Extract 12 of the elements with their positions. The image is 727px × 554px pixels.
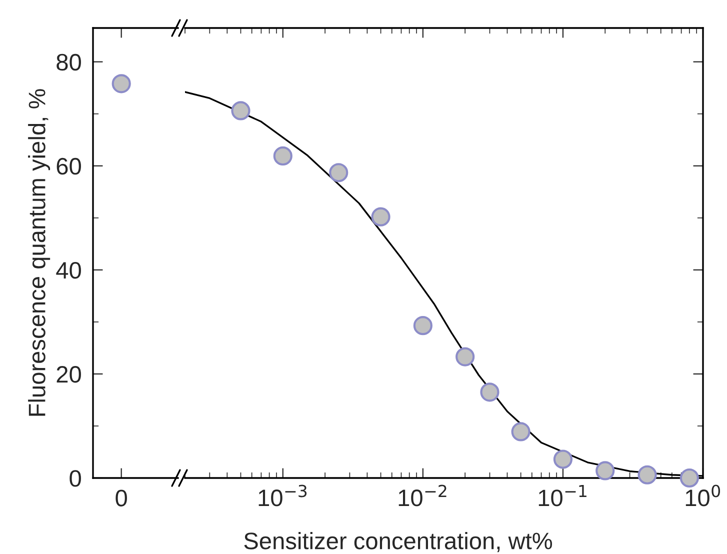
x-axis-title: Sensitizer concentration, wt% bbox=[244, 532, 552, 552]
y-tick-label: 60 bbox=[56, 158, 81, 175]
x-tick-label: 0 bbox=[116, 490, 127, 506]
y-axis-title: Fluorescence quantum yield, % bbox=[28, 89, 50, 416]
x-tick-label: 10$^{−3}$ bbox=[258, 484, 307, 506]
x-tick-label: 10$^{−1}$ bbox=[538, 484, 586, 506]
x-tick-label: 10$^{0}$ bbox=[686, 484, 720, 506]
y-tick-label: 20 bbox=[56, 366, 81, 383]
y-tick-label: 0 bbox=[70, 470, 81, 487]
y-tick-label: 40 bbox=[56, 262, 81, 279]
y-tick-label: 80 bbox=[56, 54, 81, 71]
x-tick-label: 10$^{−2}$ bbox=[398, 484, 446, 506]
